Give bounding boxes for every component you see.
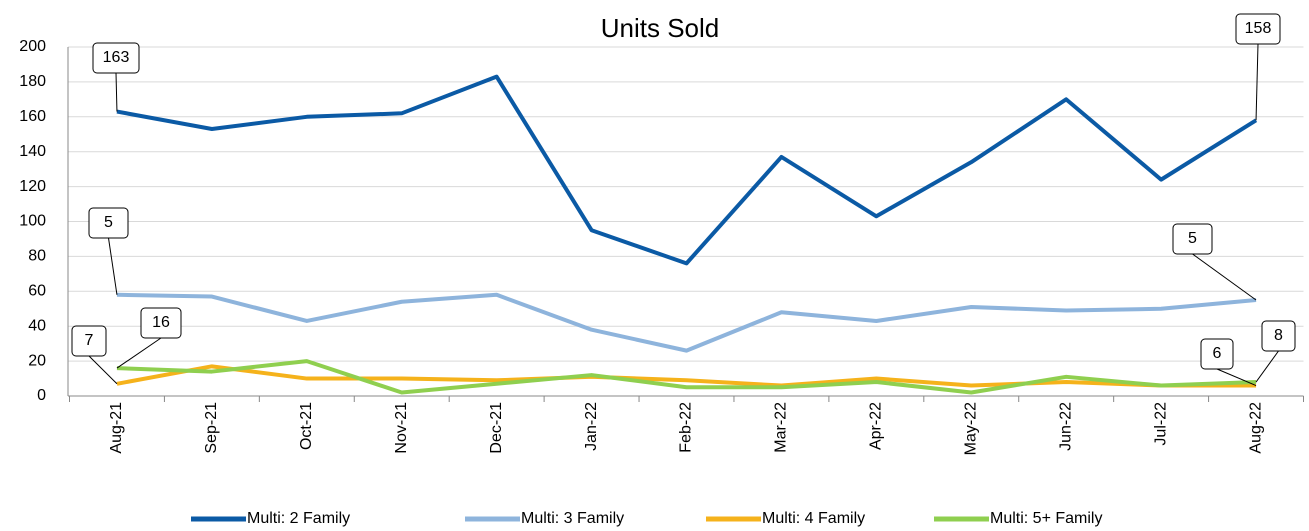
- y-tick-label: 180: [19, 73, 46, 90]
- x-tick-label: Oct-21: [298, 402, 315, 450]
- legend-label: Multi: 5+ Family: [990, 510, 1102, 527]
- callout: 158: [1235, 13, 1281, 121]
- x-tick-label: Jul-22: [1152, 402, 1169, 446]
- legend-label: Multi: 4 Family: [762, 510, 865, 527]
- callout-box: [1172, 223, 1213, 255]
- callout: 6: [1200, 338, 1257, 386]
- callout: 16: [116, 307, 182, 369]
- callout-pointer: [88, 355, 118, 385]
- callout-box: [71, 325, 107, 357]
- x-tick-label: Feb-22: [678, 402, 695, 453]
- data-label: 5: [104, 214, 113, 231]
- callout-pointer: [1255, 350, 1279, 383]
- callout-box: [1200, 338, 1234, 370]
- y-tick-label: 40: [28, 317, 46, 334]
- data-label: 158: [1245, 20, 1272, 37]
- legend-label: Multi: 3 Family: [521, 510, 624, 527]
- callout: 8: [1255, 320, 1296, 383]
- callout-box: [140, 307, 182, 339]
- data-label: 7: [85, 332, 94, 349]
- x-tick-label: Nov-21: [393, 402, 410, 454]
- callout-box: [88, 207, 129, 239]
- y-tick-label: 160: [19, 108, 46, 125]
- series-line: [116, 74, 1258, 266]
- series-line: [116, 359, 1257, 395]
- data-label: 8: [1274, 327, 1283, 344]
- x-tick-label: Aug-22: [1247, 402, 1264, 454]
- y-tick-label: 20: [28, 352, 46, 369]
- callout: 5: [1172, 223, 1257, 301]
- y-tick-label: 80: [28, 248, 46, 265]
- y-tick-label: 140: [19, 143, 46, 160]
- series-line: [116, 364, 1257, 388]
- series-line: [116, 292, 1257, 353]
- chart-title: Units Sold: [601, 13, 720, 43]
- callout-pointer: [1255, 43, 1259, 121]
- x-tick-label: Mar-22: [773, 402, 790, 453]
- x-tick-label: Apr-22: [868, 402, 885, 450]
- y-tick-label: 100: [19, 213, 46, 230]
- x-tick-label: Sep-21: [203, 402, 220, 454]
- callout: 5: [88, 207, 129, 295]
- callout-pointer: [1192, 253, 1257, 301]
- y-tick-label: 60: [28, 283, 46, 300]
- x-tick-label: Jan-22: [583, 402, 600, 451]
- callout: 7: [71, 325, 118, 385]
- x-tick-label: May-22: [962, 402, 979, 455]
- data-label: 16: [152, 314, 170, 331]
- data-label: 5: [1188, 230, 1197, 247]
- callout-box: [92, 42, 140, 74]
- callout-box: [1235, 13, 1281, 45]
- callout: 163: [92, 42, 140, 112]
- callout-pointer: [116, 337, 162, 369]
- y-tick-label: 120: [19, 178, 46, 195]
- callout-box: [1261, 320, 1296, 352]
- callout-pointer: [1216, 368, 1257, 386]
- x-tick-label: Aug-21: [108, 402, 125, 454]
- x-tick-label: Jun-22: [1057, 402, 1074, 451]
- legend-label: Multi: 2 Family: [247, 510, 350, 527]
- callout-pointer: [108, 237, 118, 295]
- data-label: 163: [103, 49, 130, 66]
- data-label: 6: [1213, 345, 1222, 362]
- y-tick-label: 200: [19, 38, 46, 55]
- x-tick-label: Dec-21: [488, 402, 505, 454]
- y-tick-label: 0: [37, 387, 46, 404]
- callout-pointer: [115, 72, 118, 112]
